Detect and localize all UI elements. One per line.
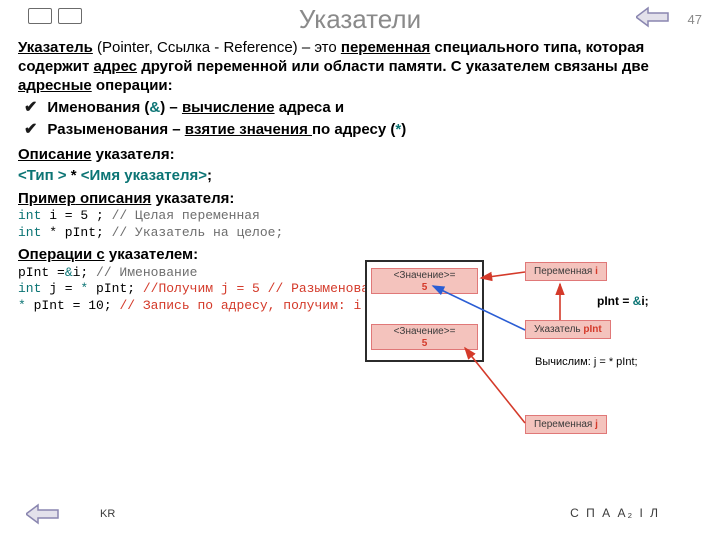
c1-kw: int bbox=[18, 208, 41, 223]
declaration-syntax: <Тип > * <Имя указателя>; bbox=[18, 166, 698, 185]
c5-star: * bbox=[18, 298, 26, 313]
b1-u: вычисление bbox=[182, 99, 275, 116]
intro-address: адрес bbox=[94, 58, 138, 75]
decl-star: * bbox=[67, 167, 81, 184]
c1-mid: i = 5 ; bbox=[41, 208, 111, 223]
decl-b: указателя: bbox=[91, 146, 174, 163]
b1-t1: Именования ( bbox=[47, 99, 149, 116]
slide-title: Указатели bbox=[0, 4, 720, 35]
c4-d: pInt; bbox=[88, 281, 143, 296]
b1-amp: & bbox=[149, 99, 160, 116]
b1-t2: ) – bbox=[160, 99, 182, 116]
decl-a: Описание bbox=[18, 146, 91, 163]
ops-a: Операции с bbox=[18, 246, 105, 263]
intro-variable: переменная bbox=[341, 39, 430, 56]
bullet-naming: ✔ Именования (&) – вычисление адреса и bbox=[24, 98, 698, 118]
c5-cm: // Запись по адресу, получим: i = bbox=[119, 298, 384, 313]
declaration-heading: Описание указателя: bbox=[18, 145, 698, 164]
example-heading: Пример описания указателя: bbox=[18, 189, 698, 208]
c4-b: j = bbox=[41, 281, 80, 296]
c5-b: pInt = 10; bbox=[26, 298, 120, 313]
slide: 47 Указатели Указатель (Pointer, Ссылка … bbox=[0, 0, 720, 540]
footer-letters: С П А А₂ I Л bbox=[570, 506, 660, 520]
intro-address-ops: адресные bbox=[18, 77, 92, 94]
b2-t1: Разыменования – bbox=[47, 121, 184, 138]
intro-pointer: Указатель bbox=[18, 39, 93, 56]
bullet-deref: ✔ Разыменования – взятие значения по адр… bbox=[24, 120, 698, 140]
c2-cm: // Указатель на целое; bbox=[112, 225, 284, 240]
c4-cm: //Получим j = 5 // Разыменование bbox=[143, 281, 393, 296]
check-icon: ✔ bbox=[24, 120, 37, 140]
ex-b: описания bbox=[76, 190, 152, 207]
c1-cm: // Целая переменная bbox=[112, 208, 260, 223]
intro-paragraph: Указатель (Pointer, Ссылка - Reference) … bbox=[18, 38, 698, 96]
decl-type: <Тип > bbox=[18, 167, 67, 184]
arrow-bottom-left[interactable] bbox=[26, 503, 60, 530]
intro-t1: (Pointer, Ссылка - Reference) – это bbox=[93, 39, 341, 56]
intro-t3: другой переменной или области памяти. С … bbox=[137, 58, 649, 75]
b1-t3: адреса и bbox=[275, 99, 345, 116]
c2-mid: * pInt; bbox=[41, 225, 111, 240]
intro-t4: операции: bbox=[92, 77, 173, 94]
decl-semi: ; bbox=[207, 167, 212, 184]
c3-cm: // Именование bbox=[96, 265, 197, 280]
diagram-arrows bbox=[365, 260, 705, 450]
c2-kw: int bbox=[18, 225, 41, 240]
code-line-1: int i = 5 ; // Целая переменная bbox=[18, 208, 698, 225]
b2-u: взятие значения bbox=[185, 121, 312, 138]
c3-c: i; bbox=[73, 265, 96, 280]
memory-diagram: <Значение>= 5 <Значение>= 5 Переменная i… bbox=[365, 260, 705, 450]
check-icon: ✔ bbox=[24, 98, 37, 118]
decl-name: <Имя указателя> bbox=[81, 167, 207, 184]
c3-amp: & bbox=[65, 265, 73, 280]
label-kr: KR bbox=[100, 508, 115, 520]
b2-t3: ) bbox=[401, 121, 406, 138]
c3-a: pInt = bbox=[18, 265, 65, 280]
ex-c: указателя: bbox=[151, 190, 234, 207]
ex-a: Пример bbox=[18, 190, 76, 207]
b2-t2: по адресу ( bbox=[312, 121, 395, 138]
code-line-2: int * pInt; // Указатель на целое; bbox=[18, 225, 698, 242]
ops-b: указателем: bbox=[105, 246, 198, 263]
c4-kw: int bbox=[18, 281, 41, 296]
